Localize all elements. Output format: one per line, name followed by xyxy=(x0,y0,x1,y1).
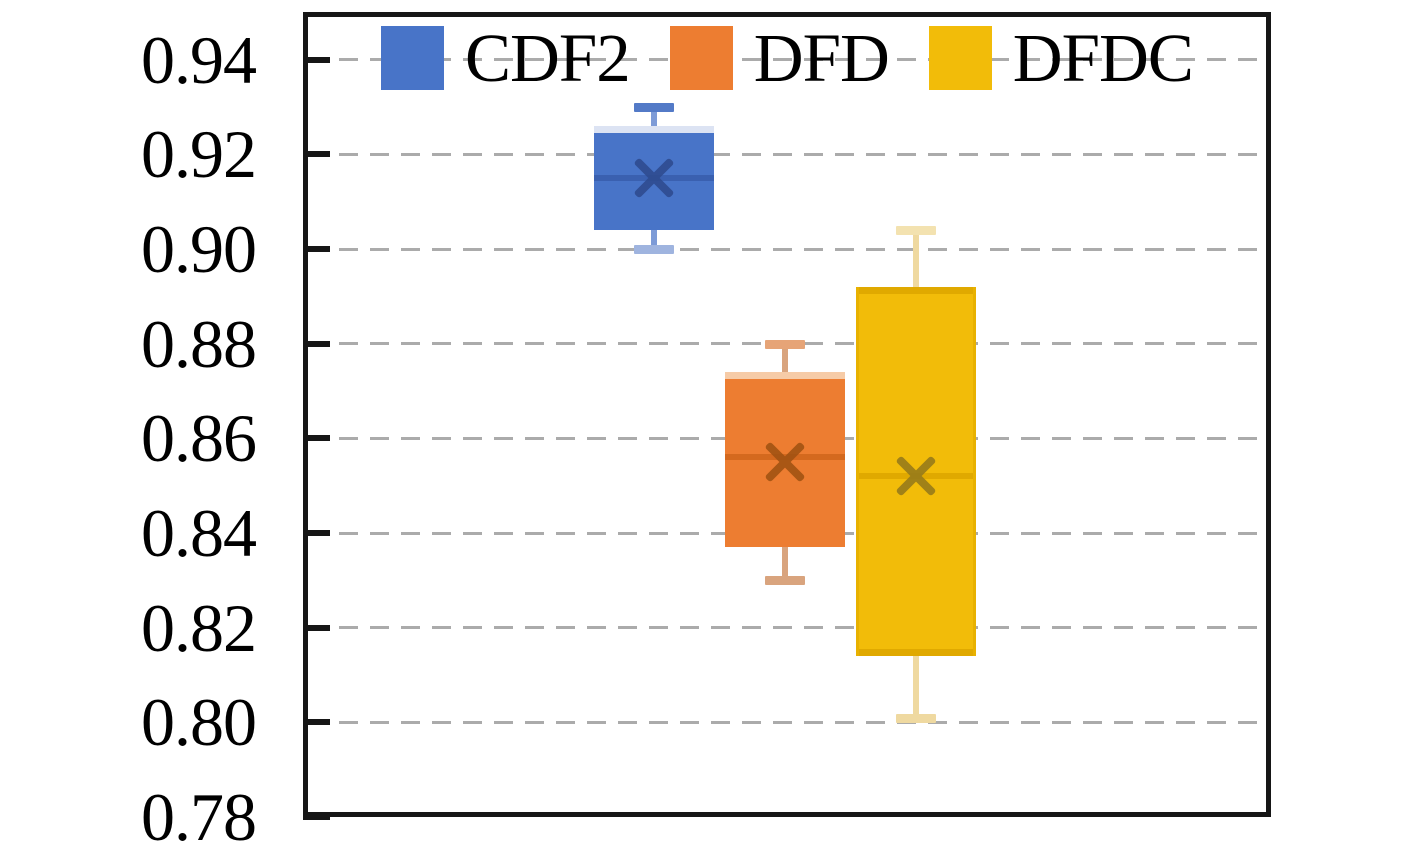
whisker-cap-top xyxy=(764,339,805,349)
whisker-stem-bottom xyxy=(781,547,788,581)
legend-swatch-icon xyxy=(381,26,444,90)
legend: CDF2 DFD DFDC xyxy=(381,19,1194,96)
box-bottom-edge xyxy=(858,649,973,657)
legend-item-dfdc: DFDC xyxy=(928,19,1194,96)
whisker-stem-bottom xyxy=(912,656,919,718)
legend-swatch-icon xyxy=(928,26,992,90)
whisker-stem-bottom xyxy=(650,230,657,250)
whisker-stem-top xyxy=(781,343,788,373)
legend-label: CDF2 xyxy=(465,19,631,96)
mean-marker-x-icon xyxy=(895,455,937,497)
whisker-stem-top xyxy=(912,230,919,287)
whisker-cap-bottom xyxy=(764,576,805,586)
y-tick-mark xyxy=(303,151,330,158)
y-tick-label: 0.94 xyxy=(141,21,257,98)
whisker-cap-bottom xyxy=(633,245,674,255)
y-tick-label: 0.84 xyxy=(141,495,257,572)
legend-swatch-icon xyxy=(669,26,733,90)
gridline xyxy=(308,152,1266,156)
y-tick-mark xyxy=(303,719,330,726)
whisker-cap-top xyxy=(895,226,936,236)
gridline xyxy=(308,58,1266,62)
plot-area: CDF2 DFD DFDC xyxy=(303,12,1271,820)
gridline xyxy=(308,247,1266,251)
y-tick-mark xyxy=(303,246,330,253)
gridline xyxy=(308,720,1266,724)
y-tick-label: 0.92 xyxy=(141,116,257,193)
box-rect xyxy=(855,286,976,657)
whisker-cap-bottom xyxy=(895,713,936,723)
y-tick-label: 0.88 xyxy=(141,305,257,382)
y-tick-label: 0.90 xyxy=(141,211,257,288)
box-top-edge xyxy=(593,126,714,134)
y-tick-label: 0.86 xyxy=(141,400,257,477)
y-tick-mark xyxy=(303,435,330,442)
whisker-stem-top xyxy=(650,107,657,127)
y-tick-label: 0.82 xyxy=(141,589,257,666)
whisker-cap-top xyxy=(633,103,674,113)
mean-marker-x-icon xyxy=(764,441,806,483)
legend-item-dfd: DFD xyxy=(669,19,890,96)
legend-label: DFDC xyxy=(1012,19,1194,96)
box-top-edge xyxy=(858,286,973,294)
y-tick-label: 0.78 xyxy=(141,779,257,850)
legend-item-cdf2: CDF2 xyxy=(381,19,631,96)
gridline xyxy=(308,626,1266,630)
y-tick-mark xyxy=(303,814,330,820)
legend-label: DFD xyxy=(753,19,890,96)
y-tick-mark xyxy=(303,340,330,347)
y-tick-mark xyxy=(303,530,330,537)
y-tick-mark xyxy=(303,56,330,63)
mean-marker-x-icon xyxy=(633,157,675,199)
y-tick-label: 0.80 xyxy=(141,684,257,761)
y-tick-mark xyxy=(303,624,330,631)
box-top-edge xyxy=(724,372,845,380)
